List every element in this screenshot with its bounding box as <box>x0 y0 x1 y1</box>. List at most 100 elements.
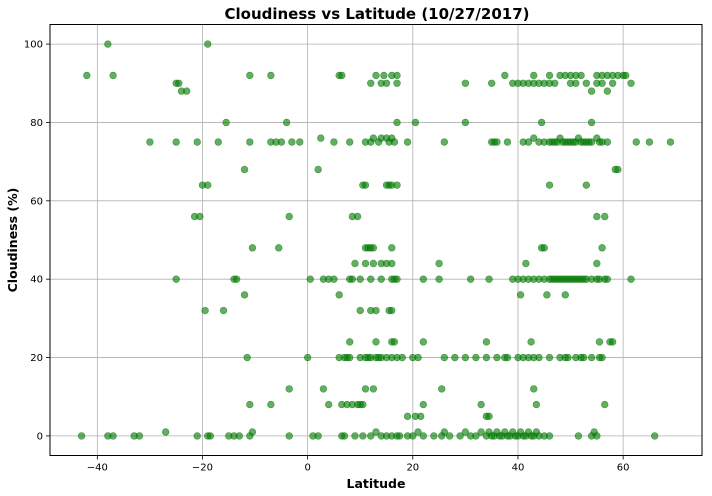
data-point <box>603 275 612 283</box>
data-point <box>367 79 375 87</box>
data-point <box>593 259 601 268</box>
data-point <box>522 259 530 268</box>
data-point <box>240 165 249 174</box>
data-point <box>306 275 314 283</box>
x-tick-label: −20 <box>192 463 213 474</box>
data-point <box>535 353 543 362</box>
data-point <box>598 353 606 362</box>
data-point <box>430 432 438 440</box>
data-point <box>388 244 396 252</box>
data-point <box>175 79 183 87</box>
data-point <box>608 338 617 346</box>
data-point <box>361 181 370 189</box>
data-point <box>382 79 391 87</box>
data-point <box>574 432 583 440</box>
data-point <box>632 138 640 146</box>
data-point <box>172 275 180 283</box>
data-point <box>285 385 293 393</box>
data-point <box>598 79 606 87</box>
data-point <box>395 432 404 440</box>
data-point <box>603 138 612 146</box>
data-point <box>109 432 117 440</box>
data-point <box>348 275 357 283</box>
data-point <box>485 275 493 283</box>
data-point <box>351 259 359 268</box>
y-tick-label: 0 <box>37 431 43 442</box>
data-point <box>582 79 591 87</box>
data-point <box>335 291 343 299</box>
data-point <box>608 79 617 87</box>
data-point <box>493 353 501 362</box>
data-point <box>324 400 333 409</box>
data-point <box>614 165 622 174</box>
data-point <box>246 71 254 80</box>
data-point <box>380 71 388 80</box>
y-tick-label: 20 <box>30 353 43 364</box>
data-point <box>346 138 354 146</box>
data-point <box>627 79 635 87</box>
data-point <box>409 432 417 440</box>
data-point <box>222 118 230 127</box>
data-point <box>645 138 654 146</box>
data-point <box>587 118 596 127</box>
data-point <box>240 291 249 299</box>
data-point <box>393 181 401 189</box>
data-point <box>414 353 422 362</box>
data-point <box>296 138 304 146</box>
data-point <box>587 138 596 146</box>
data-point <box>393 71 401 80</box>
data-point <box>356 275 364 283</box>
data-point <box>545 353 554 362</box>
chart-title: Cloudiness vs Latitude (10/27/2017) <box>224 5 529 23</box>
data-point <box>388 306 396 315</box>
data-point <box>372 428 380 436</box>
data-point <box>285 212 293 221</box>
data-point <box>593 432 601 440</box>
data-point <box>77 432 86 440</box>
data-point <box>393 79 401 87</box>
data-point <box>109 71 117 80</box>
data-point <box>579 353 588 362</box>
data-point <box>390 338 399 346</box>
data-point <box>372 71 380 80</box>
x-tick-label: 40 <box>512 463 525 474</box>
data-point <box>587 353 596 362</box>
x-tick-label: −40 <box>87 463 108 474</box>
data-point <box>267 400 275 409</box>
data-point <box>369 244 378 252</box>
data-point <box>243 353 251 362</box>
grid-lines <box>50 24 702 456</box>
data-point <box>435 259 443 268</box>
data-point <box>601 212 609 221</box>
data-point <box>346 353 354 362</box>
data-point <box>595 338 604 346</box>
data-point <box>282 118 291 127</box>
data-point <box>267 71 275 80</box>
data-point <box>351 432 359 440</box>
data-point <box>83 71 91 80</box>
data-point <box>545 432 554 440</box>
data-point <box>393 118 401 127</box>
data-point <box>451 353 459 362</box>
data-point <box>445 432 454 440</box>
data-point <box>419 400 428 409</box>
data-point <box>593 212 601 221</box>
data-point <box>196 212 204 221</box>
data-point <box>543 291 551 299</box>
data-point <box>388 259 396 268</box>
data-point <box>545 181 554 189</box>
data-point <box>551 79 559 87</box>
data-point <box>472 432 480 440</box>
data-point <box>214 138 222 146</box>
data-point <box>377 275 385 283</box>
data-point <box>369 259 378 268</box>
data-point <box>530 71 538 80</box>
data-point <box>516 291 525 299</box>
data-point <box>461 79 470 87</box>
data-point <box>598 244 606 252</box>
data-point <box>461 428 470 436</box>
data-point <box>346 338 354 346</box>
data-point <box>361 385 370 393</box>
data-point <box>419 338 428 346</box>
